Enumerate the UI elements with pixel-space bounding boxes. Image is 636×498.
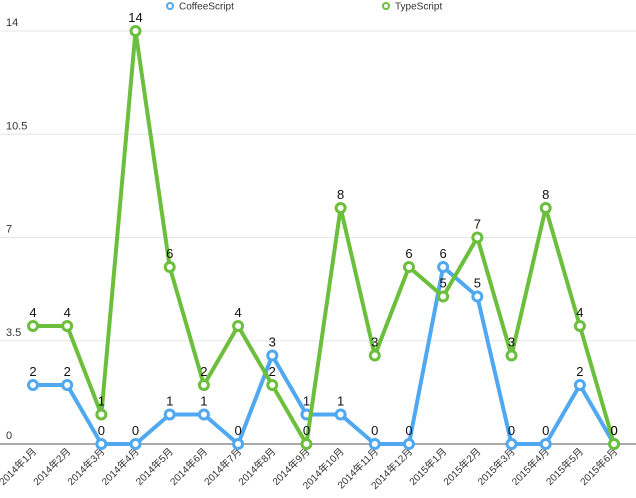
data-label: 1: [303, 394, 310, 409]
data-point: [163, 261, 176, 273]
data-label: 7: [474, 217, 481, 232]
data-label: 0: [610, 423, 617, 438]
data-label: 0: [371, 423, 378, 438]
data-label: 2: [269, 364, 276, 379]
data-point: [95, 438, 108, 450]
data-point: [300, 438, 313, 450]
data-point: [402, 438, 415, 450]
data-label: 2: [29, 364, 36, 379]
data-label: 3: [508, 335, 515, 350]
data-point: [402, 261, 415, 273]
x-tick-label: 2015年6月: [577, 445, 620, 488]
data-label: 5: [474, 276, 481, 291]
data-label: 1: [166, 394, 173, 409]
data-label: 4: [64, 305, 71, 320]
data-point: [27, 320, 39, 332]
data-label: 0: [610, 423, 617, 438]
data-label: 0: [98, 423, 105, 438]
data-point: [437, 290, 450, 303]
data-point: [539, 202, 552, 214]
data-point: [368, 349, 381, 362]
legend-label: TypeScript: [395, 2, 442, 13]
data-point: [95, 408, 108, 421]
data-label: 6: [405, 246, 412, 261]
data-label: 8: [337, 187, 344, 202]
data-point: [471, 290, 484, 303]
data-label: 0: [234, 423, 241, 438]
data-point: [266, 379, 279, 391]
data-label: 0: [542, 423, 549, 438]
data-point: [573, 320, 586, 332]
data-point: [437, 261, 450, 273]
data-label: 8: [542, 187, 549, 202]
data-label: 1: [337, 394, 344, 409]
data-point: [334, 202, 347, 214]
data-label: 0: [405, 423, 412, 438]
data-point: [368, 438, 381, 450]
legend-marker: [166, 2, 174, 10]
y-tick-label: 0: [6, 430, 12, 442]
data-label: 2: [576, 364, 583, 379]
data-point: [61, 320, 74, 332]
data-label: 4: [576, 305, 583, 320]
data-point: [266, 349, 279, 362]
data-point: [197, 379, 210, 391]
data-label: 6: [166, 246, 173, 261]
data-point: [61, 379, 74, 391]
series-lines: [27, 25, 621, 450]
data-label: 1: [200, 394, 207, 409]
data-point: [334, 408, 347, 421]
data-point: [163, 408, 176, 421]
data-point: [232, 438, 245, 450]
y-axis-ticks: 0 3.5 7 10.5 14: [6, 17, 27, 442]
data-label: 0: [132, 423, 139, 438]
y-tick-label: 3.5: [6, 327, 21, 339]
data-point: [232, 320, 245, 332]
data-point: [573, 379, 586, 391]
data-label: 0: [303, 423, 310, 438]
data-label: 0: [508, 423, 515, 438]
data-point: [505, 438, 518, 450]
data-point: [197, 408, 210, 421]
y-tick-label: 14: [6, 17, 18, 29]
data-label: 2: [200, 364, 207, 379]
legend-label: CoffeeScript: [179, 2, 234, 13]
data-point: [539, 438, 552, 450]
legend: CoffeeScript TypeScript: [166, 2, 442, 13]
x-axis: 2014年1月2014年2月2014年3月2014年4月2014年5月2014年…: [0, 445, 620, 492]
data-label: 4: [29, 305, 36, 320]
data-label: 1: [98, 394, 105, 409]
data-point: [27, 379, 39, 391]
data-label: 6: [440, 246, 447, 261]
data-point: [608, 438, 621, 450]
data-label: 14: [128, 10, 142, 25]
y-tick-label: 10.5: [6, 120, 27, 132]
data-label: 3: [269, 335, 276, 350]
data-label: 5: [440, 276, 447, 291]
data-label: 4: [234, 305, 241, 320]
data-point: [471, 231, 484, 244]
data-point: [129, 438, 142, 450]
series-line-1: [31, 29, 617, 446]
data-point: [129, 25, 142, 37]
data-label: 3: [371, 335, 378, 350]
legend-marker: [382, 2, 390, 10]
data-label: 2: [64, 364, 71, 379]
data-point: [505, 349, 518, 362]
y-tick-label: 7: [6, 224, 12, 236]
